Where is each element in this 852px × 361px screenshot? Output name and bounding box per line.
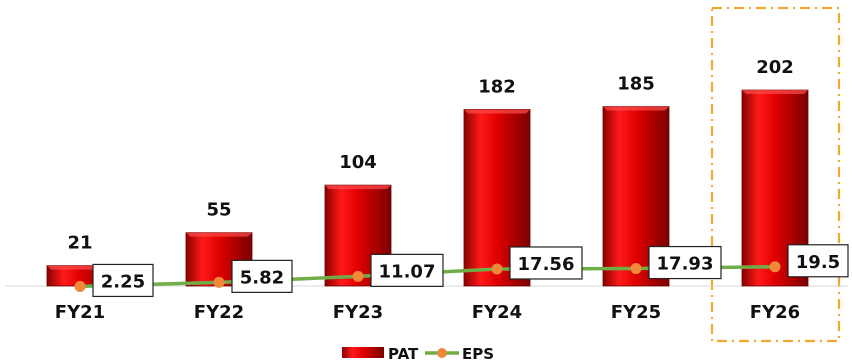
eps-value-label: 2.25 xyxy=(101,271,145,292)
pat-value-label: 202 xyxy=(756,57,794,78)
pat-bar-top xyxy=(186,232,252,237)
legend-pat-label: PAT xyxy=(388,345,419,361)
eps-label-box xyxy=(787,244,849,278)
eps-value-label: 17.56 xyxy=(518,254,575,275)
x-tick-label: FY24 xyxy=(472,302,522,323)
pat-bar xyxy=(602,106,670,287)
eps-marker xyxy=(74,280,86,292)
legend-eps-marker xyxy=(437,348,447,358)
eps-label-box xyxy=(231,259,293,293)
eps-value-label: 5.82 xyxy=(240,267,284,288)
eps-label-box xyxy=(509,246,583,280)
pat-bar-top xyxy=(464,109,530,114)
x-tick-label: FY21 xyxy=(55,302,105,323)
eps-label-box xyxy=(370,253,444,287)
eps-label-box xyxy=(648,245,722,280)
legend-eps-label: EPS xyxy=(462,345,494,361)
pat-bar-top xyxy=(603,106,669,111)
eps-marker xyxy=(213,276,225,288)
pat-value-label: 182 xyxy=(478,76,516,97)
x-tick-label: FY25 xyxy=(611,302,661,323)
pat-value-label: 104 xyxy=(339,152,377,173)
eps-marker xyxy=(352,270,364,282)
eps-value-label: 17.93 xyxy=(657,254,714,275)
pat-bar-top xyxy=(742,90,808,95)
pat-value-label: 55 xyxy=(206,200,231,221)
x-tick-label: FY23 xyxy=(333,302,383,323)
eps-marker xyxy=(491,263,503,275)
eps-value-label: 19.5 xyxy=(796,252,840,273)
x-tick-label: FY26 xyxy=(750,302,800,323)
eps-marker xyxy=(769,261,781,273)
eps-marker xyxy=(630,263,642,275)
pat-value-label: 185 xyxy=(617,74,655,95)
pat-value-label: 21 xyxy=(67,233,92,254)
eps-value-label: 11.07 xyxy=(379,261,436,282)
eps-label-box xyxy=(92,263,154,298)
x-tick-label: FY22 xyxy=(194,302,244,323)
highlight-box xyxy=(710,6,841,343)
legend-pat-swatch xyxy=(342,347,384,358)
pat-bar-top xyxy=(325,185,391,190)
